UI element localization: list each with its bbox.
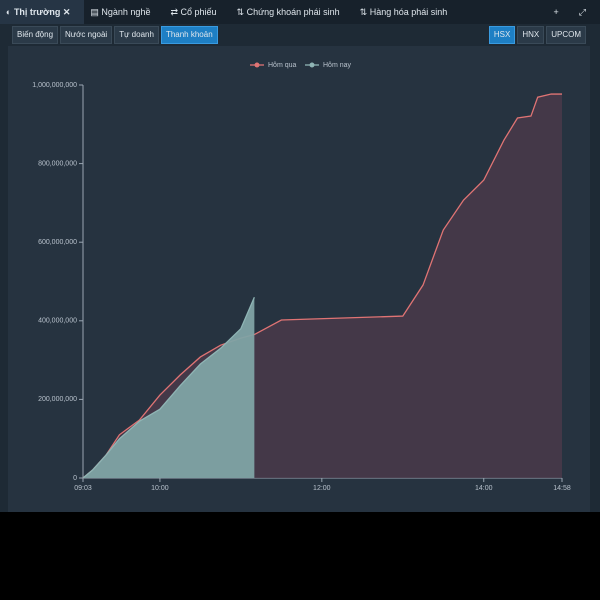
tab-label: Thị trường [13,7,61,17]
series-line [82,93,562,479]
y-tick-label: 600,000,000 [38,239,77,246]
x-tick-label: 14:58 [553,485,571,492]
exchange-button[interactable]: UPCOM [546,26,586,44]
tab[interactable]: ⇅ Hàng hóa phái sinh [359,6,448,17]
exchange-button[interactable]: HNX [517,26,545,44]
tab[interactable]: ◐ Thị trường ✕ [0,0,85,24]
y-tick-label: 200,000,000 [38,396,77,403]
legend-label: Hôm qua [268,62,297,69]
filter-button[interactable]: Thanh khoản [160,26,218,44]
x-tick-label: 12:00 [313,485,331,492]
tab-label: Cổ phiếu [180,6,217,17]
filter-button[interactable]: Tự doanh [114,26,159,44]
legend-marker [309,62,315,68]
tab[interactable]: ▤ Ngành nghề [90,6,151,17]
exchange-button[interactable]: HSX [488,26,516,44]
series-line [82,296,255,479]
app: ◐ Thị trường ✕ ▤ Ngành nghề ⇄ Cổ phiếu ⇅… [0,0,600,512]
tab-label: Ngành nghề [101,6,151,17]
y-tick-label: 400,000,000 [38,318,77,325]
y-tick-label: 1,000,000,000 [32,82,77,89]
tab[interactable]: ⇄ Cổ phiếu [170,6,217,17]
y-tick-label: 0 [73,475,77,482]
filter-button[interactable]: Nước ngoài [60,26,113,44]
expand-button[interactable]: ⤢ [578,6,586,17]
x-tick-label: 14:00 [475,485,493,492]
toolbar: Biến động Nước ngoài Tự doanh Thanh khoả… [12,26,588,44]
series-area [83,297,255,478]
legend-marker [254,62,260,68]
y-tick-label: 800,000,000 [38,160,77,167]
tab[interactable]: ⇅ Chứng khoán phái sinh [236,6,340,17]
legend-label: Hôm nay [323,62,352,69]
filter-button[interactable]: Biến động [12,26,59,44]
tab-bar: ◐ Thị trường ✕ ▤ Ngành nghề ⇄ Cổ phiếu ⇅… [0,0,600,24]
tab-label: Hàng hóa phái sinh [369,6,448,17]
tab-label: Chứng khoán phái sinh [246,6,340,17]
x-tick-label: 10:00 [151,485,169,492]
add-tab-button[interactable]: + [553,7,559,17]
chart: 0 200,000,000 400,000,000 600,000,000 800,00… [8,46,590,512]
x-tick-label: 09:03 [74,485,92,492]
